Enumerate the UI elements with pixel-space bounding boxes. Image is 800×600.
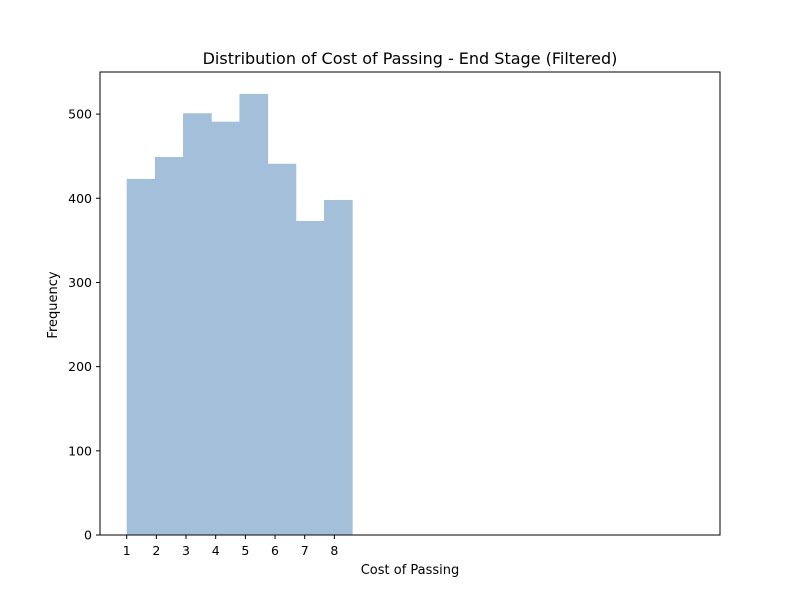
x-axis-ticks: 1 2 3 4 5 6 7 8 — [123, 535, 338, 558]
histogram-bar — [323, 199, 353, 535]
x-tick-label: 7 — [301, 543, 309, 558]
y-tick-label: 200 — [68, 359, 92, 374]
y-tick-label: 400 — [68, 191, 92, 206]
y-tick-label: 0 — [84, 528, 92, 543]
histogram-bar — [211, 121, 240, 536]
x-tick-label: 8 — [330, 543, 338, 558]
histogram-bar — [126, 178, 156, 536]
y-tick-label: 300 — [68, 275, 92, 290]
y-tick-label: 500 — [68, 107, 92, 122]
x-tick-label: 5 — [241, 543, 249, 558]
chart-title: Distribution of Cost of Passing - End St… — [203, 49, 618, 68]
bars-group — [126, 93, 353, 536]
y-axis-ticks: 0 100 200 300 400 500 — [68, 107, 100, 543]
x-tick-label: 1 — [123, 543, 131, 558]
y-axis-label: Frequency — [46, 271, 61, 338]
histogram-bar — [267, 163, 297, 535]
x-tick-label: 3 — [182, 543, 190, 558]
x-axis-label: Cost of Passing — [361, 563, 460, 578]
x-tick-label: 2 — [152, 543, 160, 558]
histogram-bar — [239, 93, 269, 536]
histogram-bar — [183, 113, 212, 536]
y-tick-label: 100 — [68, 443, 92, 458]
histogram-bar — [295, 221, 325, 535]
histogram-bar — [154, 157, 184, 536]
x-tick-label: 6 — [271, 543, 279, 558]
plot-frame — [99, 71, 721, 536]
x-tick-label: 4 — [212, 543, 220, 558]
